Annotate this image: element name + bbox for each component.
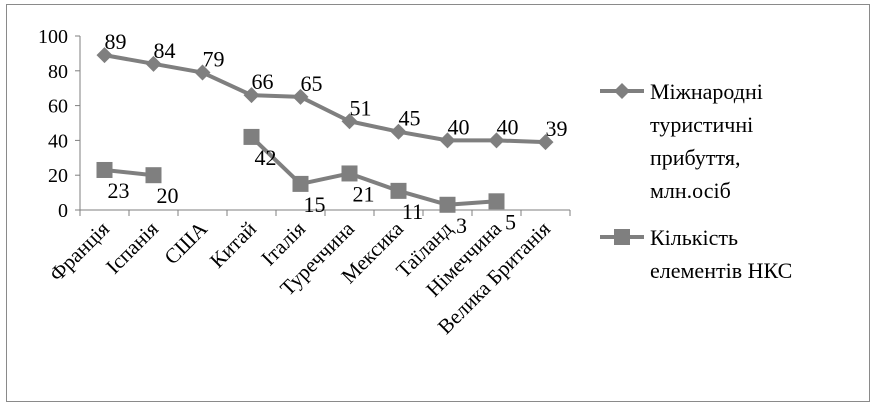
data-label: 84 — [154, 38, 176, 63]
data-point-square — [390, 182, 407, 199]
legend-square-marker — [614, 229, 630, 245]
legend-label: елементів НКС — [650, 258, 792, 283]
data-point-diamond — [488, 132, 505, 149]
data-point-square — [341, 165, 358, 182]
legend-label: млн.осіб — [650, 178, 731, 203]
data-point-square — [488, 193, 505, 210]
data-label: 5 — [505, 209, 516, 234]
data-point-diamond — [390, 123, 407, 140]
y-tick-label: 100 — [38, 26, 68, 48]
series-line — [104, 167, 154, 178]
data-label: 65 — [301, 71, 323, 96]
data-label: 39 — [546, 116, 568, 141]
data-label: 3 — [456, 213, 467, 238]
data-point-diamond — [96, 47, 113, 64]
data-point-square — [439, 196, 456, 213]
y-tick-label: 40 — [48, 130, 68, 152]
y-tick-label: 0 — [58, 200, 68, 222]
x-tick-label: Іспанія — [101, 216, 163, 278]
legend-diamond-marker — [614, 83, 630, 99]
legend-label: Міжнародні — [650, 79, 763, 104]
data-label: 21 — [353, 181, 375, 206]
data-label: 45 — [399, 106, 421, 131]
series-layer — [96, 47, 554, 213]
x-tick-label: Франція — [44, 216, 114, 286]
data-point-square — [96, 161, 113, 178]
data-label: 51 — [350, 95, 372, 120]
x-tick-label: США — [159, 216, 212, 269]
data-point-diamond — [145, 55, 162, 72]
legend-label: Кількість — [650, 225, 738, 250]
data-point-diamond — [194, 64, 211, 81]
legend-item-tourist-arrivals: Міжнародні туристичні прибуття, млн.осіб — [600, 79, 763, 203]
series-line — [250, 135, 497, 207]
data-point-diamond — [537, 134, 554, 151]
data-point-diamond — [243, 87, 260, 104]
y-tick-label: 60 — [48, 96, 68, 118]
data-labels: 89 84 79 66 65 51 45 40 40 39 23 20 42 15 21 11 3 5 — [105, 29, 568, 238]
y-tick-label: 80 — [48, 61, 68, 83]
data-label: 89 — [105, 29, 127, 54]
data-label: 40 — [448, 114, 470, 139]
data-label: 20 — [157, 183, 179, 208]
data-label: 40 — [497, 114, 519, 139]
y-tick-label: 20 — [48, 165, 68, 187]
data-label: 11 — [402, 199, 423, 224]
data-point-diamond — [439, 132, 456, 149]
data-label: 66 — [252, 69, 274, 94]
legend-item-nks-elements: Кількість елементів НКС — [600, 225, 792, 283]
data-label: 15 — [304, 192, 326, 217]
data-point-diamond — [341, 113, 358, 130]
legend: Міжнародні туристичні прибуття, млн.осіб Кіл… — [600, 79, 792, 283]
data-point-square — [145, 167, 162, 184]
data-point-square — [243, 128, 260, 145]
series-line — [104, 53, 546, 145]
legend-label: туристичні — [650, 112, 753, 137]
legend-label: прибуття, — [650, 145, 740, 170]
data-label: 23 — [108, 178, 130, 203]
data-label: 42 — [255, 145, 277, 170]
x-tick-label: Китай — [205, 217, 261, 273]
data-point-diamond — [292, 88, 309, 105]
data-label: 79 — [203, 47, 225, 72]
data-point-square — [292, 175, 309, 192]
